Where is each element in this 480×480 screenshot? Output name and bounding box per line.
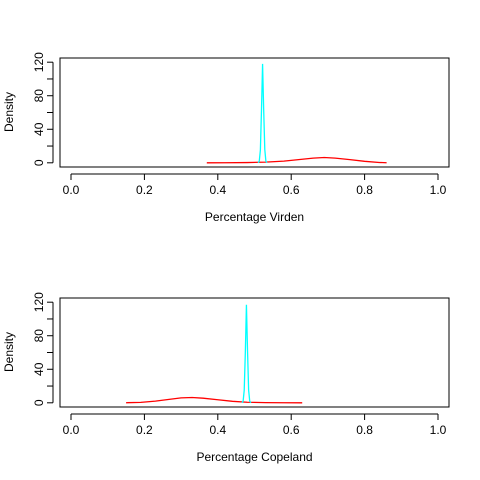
x-tick-label: 0.8 — [356, 183, 373, 197]
virden-density-panel: 0.0 0.2 0.4 0.6 0.8 1.0 0 40 80 120 Percentage Vir… — [2, 52, 450, 224]
x-tick-label: 0.8 — [356, 423, 373, 437]
red-density-curve — [206, 156, 387, 164]
x-tick-label: 0.4 — [209, 183, 226, 197]
x-tick-label: 0.2 — [136, 423, 153, 437]
plot-frame — [59, 57, 450, 168]
x-tick-label: 0.0 — [63, 183, 80, 197]
y-tick-label: 80 — [32, 329, 46, 343]
copeland-density-panel: 0.0 0.2 0.4 0.6 0.8 1.0 0 40 80 120 Percentage Cop… — [2, 292, 450, 464]
red-density-curve — [126, 396, 303, 404]
x-axis-title: Percentage Copeland — [196, 450, 312, 464]
x-axis-title: Percentage Virden — [205, 210, 304, 224]
x-tick-label: 1.0 — [430, 183, 447, 197]
y-tick-label: 0 — [32, 159, 46, 166]
x-tick-label: 0.4 — [209, 423, 226, 437]
y-tick-label: 0 — [32, 399, 46, 406]
x-tick-label: 0.0 — [63, 423, 80, 437]
x-tick-label: 0.6 — [283, 423, 300, 437]
x-tick-label: 0.2 — [136, 183, 153, 197]
cyan-density-curve — [241, 304, 252, 404]
x-tick-label: 1.0 — [430, 423, 447, 437]
y-tick-label: 40 — [32, 122, 46, 136]
cyan-density-curve — [257, 63, 268, 164]
y-tick-label: 120 — [32, 52, 46, 72]
y-axis-title: Density — [2, 92, 16, 132]
y-axis-title: Density — [2, 332, 16, 372]
y-tick-label: 80 — [32, 89, 46, 103]
plot-frame — [59, 297, 450, 408]
y-tick-label: 120 — [32, 292, 46, 312]
y-tick-label: 40 — [32, 362, 46, 376]
x-tick-label: 0.6 — [283, 183, 300, 197]
